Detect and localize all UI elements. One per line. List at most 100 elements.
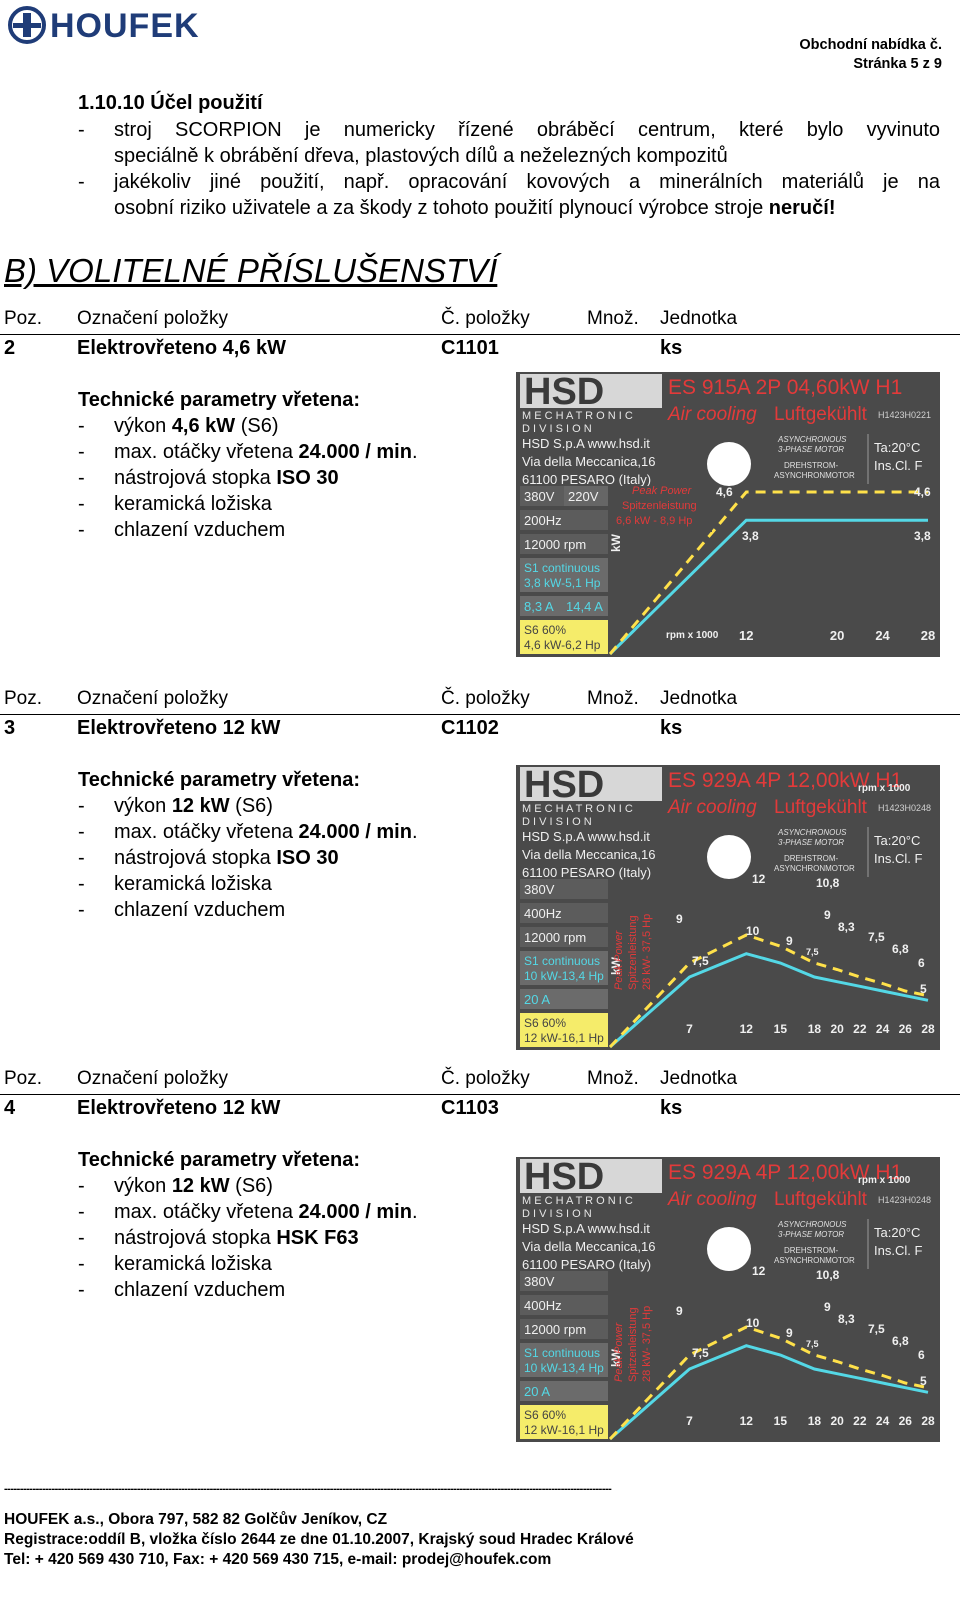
s1-power: 10 kW-13,4 Hp: [524, 969, 604, 983]
spec-rpm: 12000 rpm: [524, 930, 586, 945]
dash-bullet: -: [78, 493, 85, 515]
nameplate-graphic: HSDHSDHSDM E C H A T R O N I CD I V I S …: [516, 368, 940, 657]
item-name: Elektrovřeteno 12 kW: [77, 1097, 281, 1119]
column-header-qty: Množ.: [587, 688, 639, 709]
s6-cell: [520, 620, 608, 654]
cooling-label-de: Luftgekühlt: [774, 404, 868, 425]
param-line: chlazení vzduchem: [114, 897, 285, 924]
purpose-item2-line1: jakékoliv jiné použití, např. opracování…: [114, 171, 940, 193]
dash-bullet: -: [78, 847, 85, 869]
spec-freq: 400Hz: [524, 1298, 562, 1313]
page-header-info: Obchodní nabídka č. Stránka 5 z 9: [799, 36, 942, 74]
insulation-class: Ins.Cl. F: [874, 458, 922, 473]
model-code: ES 929A 4P 12,00kW H1: [668, 769, 902, 792]
table-header-rule: [0, 1094, 960, 1095]
spec-cell: [564, 486, 608, 506]
column-header-name: Označení položky: [77, 308, 229, 329]
spindle-nameplate: HSDHSDHSDM E C H A T R O N I CD I V I S …: [516, 761, 940, 1050]
column-header-name: Označení položky: [77, 688, 229, 709]
s1-cell: [520, 951, 608, 985]
y-axis-label: kW: [609, 956, 623, 975]
dash-bullet: -: [78, 1227, 85, 1249]
x-axis-label: rpm x 1000: [858, 783, 911, 794]
peak-box: [614, 486, 712, 532]
brand-mechatronic: M E C H A T R O N I C: [522, 1195, 633, 1207]
x-tick-label: 24: [876, 1414, 890, 1428]
param-line: keramická ložiska: [114, 491, 272, 518]
param-period: .: [411, 441, 418, 463]
model-code: ES 929A 4P 12,00kW H1: [668, 1161, 902, 1184]
motor-type-de: DREHSTROM-: [784, 854, 839, 863]
data-label: 7,5: [692, 1346, 709, 1360]
cooling-label: Air cooling: [667, 797, 757, 818]
cooling-label-de: Luftgekühlt: [774, 1189, 868, 1210]
power-curve-s1: [608, 518, 928, 656]
param-p3_b: HSK F63: [276, 1227, 359, 1249]
data-label: 7,5: [806, 1339, 819, 1349]
item-code: C1102: [441, 717, 499, 739]
data-label: 6,8: [892, 1334, 909, 1348]
data-label: 7,5: [806, 947, 819, 957]
param-p5: chlazení vzduchem: [114, 519, 286, 541]
brand-division: D I V I S I O N: [522, 423, 592, 435]
param-p1_c: (S6): [229, 1175, 273, 1197]
purpose-item2-line2: osobní riziko uživatele a za škody z toh…: [114, 195, 835, 222]
table-header-rule: [0, 334, 960, 335]
param-line: keramická ložiska: [114, 871, 272, 898]
column-header-code: Č. položky: [441, 1068, 530, 1089]
column-header-pos: Poz.: [4, 308, 43, 329]
motor-type-de: ASYNCHRONMOTOR: [774, 1256, 855, 1265]
param-line: max. otáčky vřetena 24.000 / min.: [114, 819, 418, 846]
x-tick-label: 22: [853, 1022, 867, 1036]
dash-bullet: -: [78, 1253, 85, 1275]
data-label: 9: [676, 1304, 683, 1318]
item-unit: ks: [660, 337, 683, 359]
x-tick-label: 15: [774, 1022, 788, 1036]
spec-cell: [520, 510, 608, 530]
s1-power: 3,8 kW-5,1 Hp: [524, 576, 601, 590]
param-p1_a: výkon: [114, 415, 172, 437]
spec-volt2: 220V: [568, 489, 599, 504]
data-label: 10: [746, 924, 760, 938]
column-header-code: Č. položky: [441, 688, 530, 709]
param-line: chlazení vzduchem: [114, 1277, 285, 1304]
ambient-temp: Ta:20°C: [874, 1225, 920, 1240]
section-title: B) VOLITELNÉ PŘÍSLUŠENSTVÍ: [4, 252, 498, 289]
dash-bullet: -: [78, 1201, 85, 1223]
param-p5: chlazení vzduchem: [114, 899, 286, 921]
peak-power-value: 6,6 kW - 8,9 Hp: [616, 515, 692, 527]
footer-contact: Tel: + 420 569 430 710, Fax: + 420 569 4…: [4, 1551, 552, 1568]
brand-division: D I V I S I O N: [522, 816, 592, 828]
y-axis-label: kW: [609, 1348, 623, 1367]
spindle-nameplate: HSDHSDHSDM E C H A T R O N I CD I V I S …: [516, 1153, 940, 1442]
power-curve-s6: [608, 490, 928, 655]
spec-freq: 400Hz: [524, 906, 562, 921]
item-pos: 3: [4, 717, 16, 739]
brand-mechatronic: M E C H A T R O N I C: [522, 410, 633, 422]
column-header-pos: Poz.: [4, 1068, 43, 1089]
table-header-rule: [0, 714, 960, 715]
footer-address: HOUFEK a.s., Obora 797, 582 82 Golčův Je…: [4, 1511, 388, 1528]
model-code: ES 915A 2P 04,60kW H1: [668, 376, 902, 399]
x-tick-label: 26: [899, 1414, 913, 1428]
spindle-nameplate: HSDHSDHSDM E C H A T R O N I CD I V I S …: [516, 368, 940, 657]
dash-bullet: -: [78, 795, 85, 817]
dash-bullet: -: [78, 1175, 85, 1197]
param-p1_b: 4,6 kW: [171, 415, 236, 437]
column-header-name: Označení položky: [77, 1068, 229, 1089]
spec-cell: [520, 1271, 608, 1291]
param-p1_a: výkon: [114, 795, 172, 817]
serial-number: H1423H0221: [878, 410, 931, 420]
param-p3_b: ISO 30: [276, 847, 339, 869]
item-name: Elektrovřeteno 12 kW: [77, 717, 281, 739]
s6-cell: [520, 1013, 608, 1047]
data-label: 9: [676, 912, 683, 926]
data-label: 5: [920, 1374, 927, 1388]
nameplate-graphic: HSDHSDHSDM E C H A T R O N I CD I V I S …: [516, 761, 940, 1050]
motor-type-de: ASYNCHRONMOTOR: [774, 864, 855, 873]
param-p3_a: nástrojová stopka: [114, 847, 277, 869]
data-label: 9: [786, 934, 793, 948]
param-p4: keramická ložiska: [114, 1253, 272, 1275]
param-line: chlazení vzduchem: [114, 517, 285, 544]
x-tick-label: 26: [899, 1022, 913, 1036]
